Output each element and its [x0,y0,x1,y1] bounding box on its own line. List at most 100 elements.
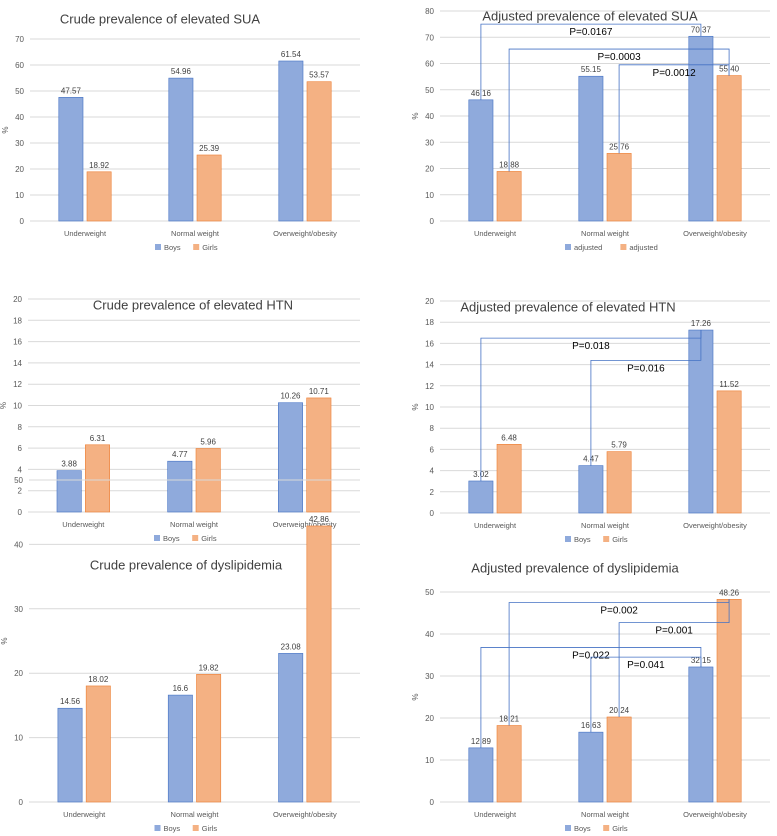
y-tick-label: 12 [13,380,22,389]
y-tick-label: 12 [425,382,434,391]
data-label: 25.39 [199,144,220,153]
y-tick-label: 16 [13,338,22,347]
y-tick-label: 2 [18,487,23,496]
x-category-label: Underweight [64,229,107,238]
y-tick-label: 14 [13,359,22,368]
significance-bracket [590,330,702,466]
bar-girls-2 [306,525,332,803]
x-category-label: Normal weight [170,520,219,529]
bar-boys-0 [58,97,84,222]
y-tick-label: 80 [425,7,434,16]
bar-boys-2 [278,60,304,222]
p-value-label: P=0.002 [600,606,638,617]
legend-swatch [565,825,571,831]
legend-swatch [192,535,199,541]
bar-boys-1 [167,460,193,513]
data-label: 14.56 [60,697,81,706]
bar-boys-1 [578,465,604,514]
p-value-label: P=0.0012 [653,68,697,79]
y-tick-label: 50 [15,87,24,96]
x-category-label: Normal weight [581,810,630,819]
data-label: 54.96 [171,67,192,76]
x-category-label: Overweight/obesity [273,229,337,238]
bar-girls-0 [86,171,112,222]
y-tick-label: 30 [425,672,434,681]
x-category-label: Underweight [474,229,517,238]
y-tick-label: 4 [430,467,435,476]
p-value-label: P=0.041 [627,660,665,671]
y-tick-label: 0 [430,509,435,518]
bar-girls-1 [196,154,222,222]
x-category-label: Normal weight [171,229,220,238]
x-category-label: Normal weight [581,521,630,530]
data-label: 3.88 [61,460,77,469]
data-label: 10.71 [309,387,330,396]
bar-girls-0 [85,685,111,803]
y-tick-label: 10 [425,756,434,765]
chart-title: Crude prevalence of elevated SUA [60,12,261,27]
chart-panel-1: Crude prevalence of elevated SUA 0 10 20 30 4… [1,12,360,252]
x-category-label: Normal weight [171,810,220,819]
y-tick-label: 50 [425,86,434,95]
legend-label: Girls [202,243,218,252]
legend: Boys Girls [565,535,628,544]
legend-label: Girls [202,824,218,833]
y-tick-label: 0 [19,798,24,807]
legend-label: Boys [164,824,181,833]
p-value-label: P=0.0167 [569,27,613,38]
p-value-label: P=0.0003 [598,52,642,63]
bar-girls-1 [606,451,632,514]
bar-boys-1 [578,75,604,222]
bar-boys-1 [167,694,193,803]
y-tick-label: 10 [425,403,434,412]
chart-panel-6: Adjusted prevalence of dyslipidemia 0 10 20… [411,561,770,833]
data-label: 5.79 [611,441,627,450]
legend-swatch [603,825,610,831]
data-label: 10.26 [280,392,301,401]
legend-swatch [154,825,161,831]
x-category-label: Underweight [63,810,106,819]
y-axis-label: % [1,126,10,133]
legend: Boys Girls [154,824,218,833]
data-label: 23.08 [281,642,302,651]
y-tick-label: 50 [425,588,434,597]
p-value-label: P=0.016 [627,363,665,374]
y-tick-label: 60 [15,61,24,70]
chart-title: Crude prevalence of elevated HTN [93,298,293,313]
legend-label: adjusted [629,243,657,252]
y-tick-label: 60 [425,60,434,69]
y-tick-label: 8 [430,424,435,433]
y-tick-label: 70 [15,35,24,44]
bar-girls-2 [306,397,332,513]
legend: adjusted adjusted [565,243,658,252]
y-tick-label: 40 [14,540,23,549]
y-tick-label: 10 [13,402,22,411]
y-tick-label: 14 [425,361,434,370]
x-category-label: Normal weight [581,229,630,238]
legend-label: adjusted [574,243,602,252]
y-tick-label: 20 [13,295,22,304]
y-tick-label: 70 [425,33,434,42]
legend-swatch [155,244,161,250]
chart-title: Crude prevalence of dyslipidemia [90,558,283,573]
y-tick-label: 6 [18,444,23,453]
significance-bracket [618,64,730,154]
legend-label: Girls [201,534,217,543]
legend: Boys Girls [154,534,217,543]
y-tick-label: 40 [15,113,24,122]
bar-boys-0 [57,707,83,803]
bar-girls-2 [306,81,332,222]
x-category-label: Overweight/obesity [683,810,747,819]
y-tick-label: 8 [18,423,23,432]
legend: Boys Girls [155,243,218,252]
y-axis-label: % [0,637,9,644]
y-tick-label: 30 [14,605,23,614]
y-tick-label: 18 [13,316,22,325]
y-tick-label: 4 [18,465,23,474]
bar-boys-2 [688,35,714,222]
legend-label: Girls [612,535,628,544]
x-category-label: Overweight/obesity [683,229,747,238]
y-tick-label: 20 [425,714,434,723]
significance-bracket [480,23,702,100]
y-axis-label: % [0,402,8,409]
